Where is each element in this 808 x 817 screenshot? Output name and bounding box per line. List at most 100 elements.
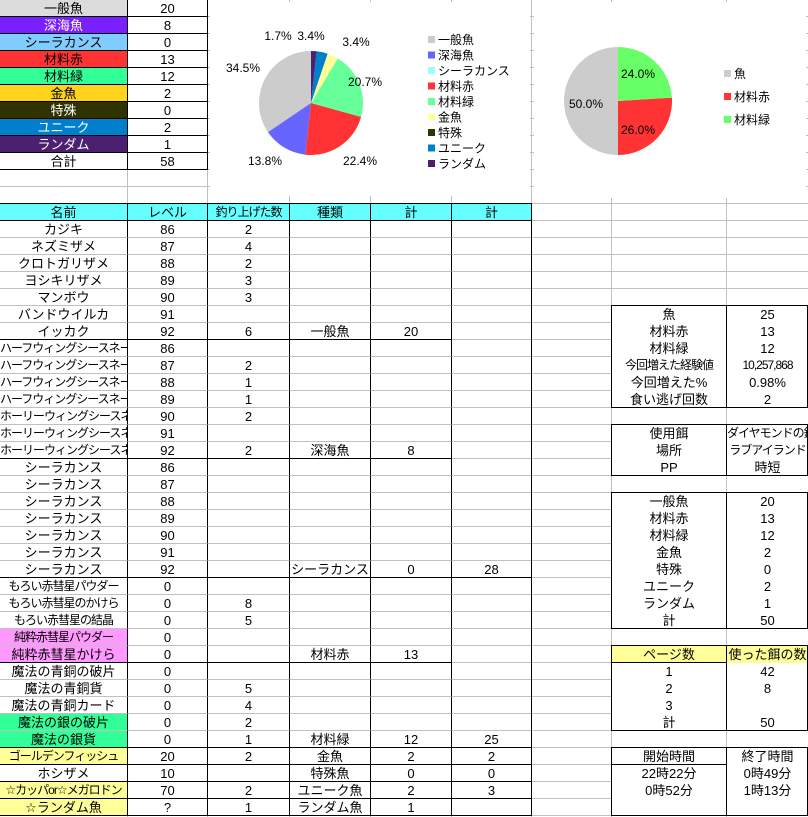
summary-value[interactable]: 1 <box>128 136 208 153</box>
fish-caught[interactable]: 1 <box>208 731 290 748</box>
fish-level[interactable]: 86 <box>128 459 208 476</box>
type-subtotal[interactable] <box>371 255 452 272</box>
stats-label[interactable]: 計 <box>612 612 727 629</box>
stats-header[interactable]: 開始時間 <box>612 748 727 765</box>
type-subtotal[interactable]: 13 <box>371 646 452 663</box>
type-subtotal[interactable] <box>371 408 452 425</box>
fish-name[interactable]: シーラカンス <box>0 493 128 510</box>
summary-label[interactable]: 材料赤 <box>0 51 128 68</box>
fish-level[interactable]: 92 <box>128 442 208 459</box>
stats-label[interactable] <box>612 799 727 816</box>
type-subtotal[interactable] <box>371 697 452 714</box>
fish-type[interactable]: シーラカンス <box>290 561 371 578</box>
fish-caught[interactable]: 2 <box>208 408 290 425</box>
fish-name[interactable]: カジキ <box>0 221 128 238</box>
group-total[interactable] <box>452 527 532 544</box>
group-total[interactable] <box>452 340 532 357</box>
fish-name[interactable]: 魔法の銀貨 <box>0 731 128 748</box>
pie-chart[interactable]: 34.5% 13.8% 22.4% 20.7% 3.4% 3.4% 1.7% 一般魚 深海魚 シー… <box>210 2 530 196</box>
stats-label[interactable]: 1 <box>612 663 727 680</box>
type-subtotal[interactable] <box>371 340 452 357</box>
fish-level[interactable]: 0 <box>128 697 208 714</box>
stats-label[interactable]: 特殊 <box>612 561 727 578</box>
type-subtotal[interactable] <box>371 238 452 255</box>
fish-caught[interactable] <box>208 578 290 595</box>
fish-type[interactable] <box>290 255 371 272</box>
fish-level[interactable]: 88 <box>128 255 208 272</box>
fish-level[interactable]: 92 <box>128 323 208 340</box>
stats-label[interactable]: 計 <box>612 714 727 731</box>
stats-label[interactable]: PP <box>612 459 727 476</box>
fish-caught[interactable] <box>208 425 290 442</box>
fish-caught[interactable]: 2 <box>208 221 290 238</box>
fish-caught[interactable] <box>208 510 290 527</box>
fish-level[interactable]: 0 <box>128 646 208 663</box>
group-total[interactable] <box>452 612 532 629</box>
fish-name[interactable]: ☆カッパor☆メガロドン <box>0 782 128 799</box>
type-subtotal[interactable] <box>371 629 452 646</box>
fish-name[interactable]: ハーフウィングシースネーク <box>0 340 128 357</box>
stats-label[interactable]: 金魚 <box>612 544 727 561</box>
stats-value[interactable]: 2 <box>727 391 808 408</box>
stats-label[interactable]: 2 <box>612 680 727 697</box>
summary-label[interactable]: 材料緑 <box>0 68 128 85</box>
type-subtotal[interactable] <box>371 612 452 629</box>
stats-label[interactable]: ランダム <box>612 595 727 612</box>
fish-caught[interactable] <box>208 629 290 646</box>
group-total[interactable] <box>452 255 532 272</box>
fish-level[interactable]: 90 <box>128 527 208 544</box>
group-total[interactable] <box>452 442 532 459</box>
fish-name[interactable]: ネズミザメ <box>0 238 128 255</box>
stats-label[interactable]: 材料緑 <box>612 527 727 544</box>
stats-label[interactable]: 使用餌 <box>612 425 727 442</box>
stats-label[interactable]: 材料緑 <box>612 340 727 357</box>
fish-name[interactable]: ☆ランダム魚 <box>0 799 128 816</box>
fish-caught[interactable]: 5 <box>208 680 290 697</box>
type-subtotal[interactable] <box>371 374 452 391</box>
stats-label[interactable]: 材料赤 <box>612 510 727 527</box>
fish-name[interactable]: マンボウ <box>0 289 128 306</box>
fish-type[interactable]: 一般魚 <box>290 323 371 340</box>
fish-type[interactable] <box>290 340 371 357</box>
fish-level[interactable]: 0 <box>128 714 208 731</box>
stats-header[interactable]: ページ数 <box>612 646 727 663</box>
fish-type[interactable]: 材料赤 <box>290 646 371 663</box>
fish-name[interactable]: ヨシキリザメ <box>0 272 128 289</box>
pie-slice-0[interactable] <box>259 51 311 133</box>
fish-caught[interactable]: 6 <box>208 323 290 340</box>
fish-type[interactable] <box>290 221 371 238</box>
fish-type[interactable] <box>290 595 371 612</box>
stats-label[interactable]: 今回増えた% <box>612 374 727 391</box>
fish-level[interactable]: ? <box>128 799 208 816</box>
fish-caught[interactable]: 5 <box>208 612 290 629</box>
group-total[interactable] <box>452 221 532 238</box>
group-total[interactable] <box>452 629 532 646</box>
stats-label[interactable]: 一般魚 <box>612 493 727 510</box>
group-total[interactable] <box>452 714 532 731</box>
type-subtotal[interactable]: 8 <box>371 442 452 459</box>
type-subtotal[interactable] <box>371 663 452 680</box>
fish-type[interactable] <box>290 374 371 391</box>
fish-type[interactable]: 深海魚 <box>290 442 371 459</box>
group-total[interactable] <box>452 646 532 663</box>
summary-value[interactable]: 2 <box>128 119 208 136</box>
type-subtotal[interactable] <box>371 476 452 493</box>
summary-label[interactable]: 一般魚 <box>0 0 128 17</box>
group-total[interactable] <box>452 595 532 612</box>
fish-caught[interactable]: 2 <box>208 748 290 765</box>
type-subtotal[interactable] <box>371 578 452 595</box>
column-header[interactable]: 種類 <box>290 204 371 221</box>
fish-level[interactable]: 70 <box>128 782 208 799</box>
summary-value[interactable]: 58 <box>128 153 208 170</box>
stats-value[interactable]: 50 <box>727 612 808 629</box>
fish-caught[interactable]: 2 <box>208 782 290 799</box>
fish-caught[interactable]: 2 <box>208 442 290 459</box>
stats-label[interactable]: 場所 <box>612 442 727 459</box>
stats-header[interactable]: 使った餌の数 <box>727 646 808 663</box>
summary-label[interactable]: ユニーク <box>0 119 128 136</box>
fish-type[interactable] <box>290 357 371 374</box>
fish-name[interactable]: バンドウイルカ <box>0 306 128 323</box>
stats-value[interactable]: ダイヤモンドの錨 <box>727 425 808 442</box>
fish-name[interactable]: もろい赤彗星の結晶 <box>0 612 128 629</box>
fish-level[interactable]: 20 <box>128 748 208 765</box>
